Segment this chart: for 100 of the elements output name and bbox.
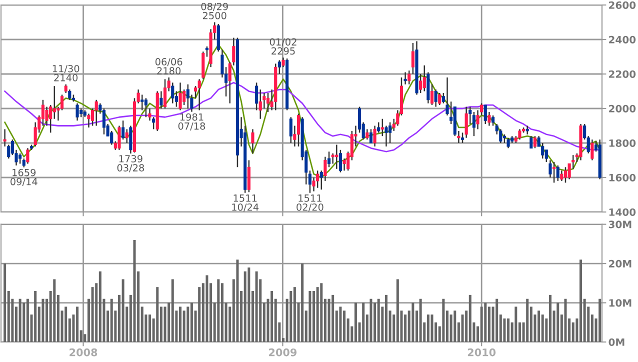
candlestick [278, 60, 281, 75]
candlestick [556, 164, 560, 182]
candlestick [258, 88, 262, 120]
candlestick [548, 160, 552, 178]
bar [396, 279, 399, 342]
candlestick [160, 90, 163, 110]
candlestick [49, 104, 52, 134]
annotation: 1981 07/18 [178, 113, 206, 130]
bar [384, 294, 388, 342]
annotation: 1511 02/20 [296, 194, 324, 212]
candlestick [388, 122, 392, 144]
bar [488, 306, 490, 342]
candlestick [564, 166, 568, 184]
bar [171, 279, 174, 342]
bar [98, 271, 102, 342]
bar [332, 294, 334, 342]
candlestick [366, 128, 369, 140]
bar [110, 298, 113, 342]
bar [293, 287, 296, 342]
candlestick [289, 116, 292, 144]
bar [526, 298, 529, 342]
candlestick [3, 128, 6, 148]
bar [430, 314, 434, 342]
x-tick-label: 2010 [468, 348, 496, 356]
candlestick [129, 125, 132, 154]
bar [164, 306, 166, 342]
candlestick [76, 102, 79, 122]
candlestick [144, 98, 148, 118]
bar [312, 290, 316, 342]
candlestick [544, 149, 548, 163]
candlestick [560, 170, 564, 182]
candlestick [434, 88, 438, 108]
candlestick [122, 120, 125, 140]
candlestick [178, 82, 182, 111]
annotation: 1511 10/24 [232, 194, 259, 212]
bar [270, 290, 274, 342]
bar [377, 298, 380, 342]
bar [454, 310, 456, 342]
y-tick-label: 0M [608, 338, 624, 346]
candlestick [26, 148, 30, 164]
candlestick [411, 42, 414, 75]
candlestick [530, 135, 533, 149]
bar [236, 260, 239, 342]
bar [419, 298, 422, 342]
candlestick [408, 70, 411, 85]
bar [4, 264, 6, 342]
candlestick [438, 92, 442, 106]
y-tick-label: 2400 [609, 36, 636, 44]
bar [564, 298, 567, 342]
candlestick [488, 111, 491, 126]
candlestick [198, 78, 201, 111]
candlestick [140, 94, 144, 111]
bar [76, 306, 79, 342]
y-tick-label: 2600 [609, 1, 636, 9]
candlestick [457, 130, 460, 144]
bar [156, 287, 159, 342]
annotation: 1739 03/28 [117, 155, 144, 172]
bar [18, 298, 22, 342]
bar [496, 298, 498, 342]
bar [198, 287, 201, 342]
bar [206, 275, 208, 342]
bar [370, 298, 372, 342]
bar [412, 302, 414, 342]
bar [255, 271, 258, 342]
bar [507, 318, 510, 342]
candlestick [518, 128, 522, 140]
y-tick-label: 20M [609, 260, 632, 268]
bar [42, 298, 44, 342]
bar [374, 302, 376, 342]
x-tick-label: 2008 [70, 348, 98, 356]
bar [503, 318, 506, 342]
bar [450, 314, 452, 342]
y-tick-label: 2200 [609, 70, 636, 78]
y-tick-label: 1800 [609, 139, 636, 147]
bar [26, 298, 29, 342]
candlestick [533, 135, 537, 149]
bar [442, 298, 445, 342]
bar [34, 290, 37, 342]
bar [598, 298, 602, 342]
bar [133, 240, 136, 342]
bar [328, 298, 330, 342]
y-tick-label: 2000 [609, 104, 636, 112]
bar [480, 306, 483, 342]
bar [182, 310, 186, 342]
bar [426, 314, 430, 342]
bar [339, 306, 342, 342]
bar [362, 302, 365, 342]
candlestick [380, 118, 384, 137]
x-tick-label: 2009 [269, 348, 297, 356]
candlestick [491, 114, 495, 126]
bar [53, 279, 56, 342]
bar [572, 322, 574, 342]
bar [538, 310, 540, 342]
candlestick [247, 160, 250, 193]
candlestick [251, 128, 254, 154]
candlestick [102, 108, 106, 135]
bar [220, 283, 224, 342]
candlestick [369, 128, 373, 144]
candlestick [316, 170, 320, 188]
candlestick [68, 88, 72, 100]
